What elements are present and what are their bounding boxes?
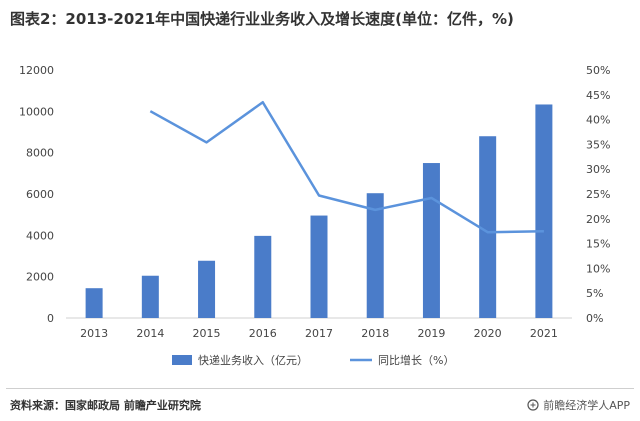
brand-label: 前瞻经济学人APP: [543, 399, 630, 412]
x-axis-tick-label: 2017: [305, 327, 333, 340]
revenue-bar: [85, 288, 103, 318]
brand-logo-icon: [527, 399, 539, 411]
left-axis-tick-label: 0: [47, 312, 54, 325]
left-axis-tick-label: 2000: [26, 271, 54, 284]
revenue-bar: [310, 215, 328, 318]
left-axis-tick-label: 6000: [26, 188, 54, 201]
revenue-bar: [254, 235, 272, 318]
x-axis-tick-label: 2013: [80, 327, 108, 340]
legend-bar-label: 快递业务收入（亿元）: [198, 353, 308, 367]
x-axis-tick-label: 2015: [193, 327, 221, 340]
x-axis-tick-label: 2020: [474, 327, 502, 340]
x-axis-tick-label: 2021: [530, 327, 558, 340]
growth-line: [149, 100, 544, 234]
footer-divider: [6, 388, 634, 389]
revenue-bar: [479, 136, 497, 318]
right-axis-tick-label: 10%: [586, 262, 610, 275]
x-axis-tick-label: 2014: [136, 327, 164, 340]
right-axis-tick-label: 35%: [586, 138, 610, 151]
right-axis-tick-label: 15%: [586, 238, 610, 251]
right-axis-tick-label: 20%: [586, 213, 610, 226]
right-axis-tick-label: 45%: [586, 89, 610, 102]
right-axis-tick-label: 30%: [586, 163, 610, 176]
right-axis-tick-label: 0%: [586, 312, 603, 325]
right-axis-tick-label: 40%: [586, 114, 610, 127]
revenue-bar: [535, 104, 553, 318]
left-axis-tick-label: 12000: [19, 64, 54, 77]
x-axis-tick-label: 2018: [361, 327, 389, 340]
right-axis-tick-label: 25%: [586, 188, 610, 201]
x-axis-tick-label: 2019: [417, 327, 445, 340]
right-axis-tick-label: 50%: [586, 64, 610, 77]
revenue-bar: [198, 260, 216, 318]
left-axis-tick-label: 4000: [26, 229, 54, 242]
right-axis-tick-label: 5%: [586, 287, 603, 300]
source-note: 资料来源：国家邮政局 前瞻产业研究院: [10, 399, 201, 412]
left-axis-tick-label: 8000: [26, 147, 54, 160]
legend-line-label: 同比增长（%）: [378, 353, 454, 367]
revenue-bar: [422, 163, 440, 318]
revenue-bar: [141, 275, 159, 318]
legend: 快递业务收入（亿元） 同比增长（%）: [172, 353, 454, 367]
chart-title: 图表2：2013-2021年中国快递行业业务收入及增长速度(单位：亿件，%): [10, 10, 514, 28]
legend-bar-swatch: [172, 355, 192, 365]
revenue-bar: [366, 193, 384, 318]
left-axis-tick-label: 10000: [19, 105, 54, 118]
x-axis-tick-label: 2016: [249, 327, 277, 340]
chart: 0 2000 4000 6000 8000 10000 12000 0% 5% 10% 15% 20…: [19, 64, 610, 367]
brand-credit: 前瞻经济学人APP: [527, 397, 630, 413]
